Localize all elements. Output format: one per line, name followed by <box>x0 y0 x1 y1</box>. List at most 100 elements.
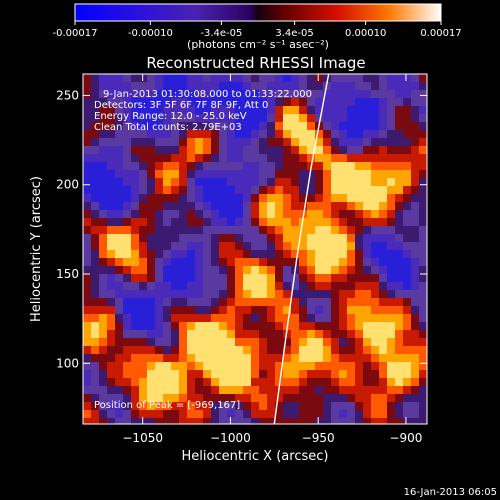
heatmap-cell <box>123 266 131 274</box>
heatmap-cell <box>363 418 371 424</box>
heatmap-cell <box>355 418 363 424</box>
heatmap-cell <box>347 82 355 90</box>
heatmap-cell <box>155 162 163 170</box>
heatmap-cell <box>211 74 219 82</box>
heatmap-cell <box>291 122 299 130</box>
heatmap-cell <box>131 322 139 330</box>
heatmap-cell <box>259 138 267 146</box>
heatmap-cell <box>139 162 147 170</box>
heatmap-cell <box>307 298 315 306</box>
heatmap-cell <box>395 362 403 370</box>
heatmap-cell <box>227 338 235 346</box>
heatmap-cell <box>99 298 107 306</box>
heatmap-cell <box>187 378 195 386</box>
heatmap-cell <box>227 234 235 242</box>
heatmap-cell <box>195 290 203 298</box>
heatmap-cell <box>323 354 331 362</box>
heatmap-cell <box>83 186 91 194</box>
heatmap-cell <box>171 146 179 154</box>
heatmap-cell <box>147 346 155 354</box>
heatmap-cell <box>195 234 203 242</box>
heatmap-cell <box>371 418 379 424</box>
heatmap-cell <box>315 306 323 314</box>
heatmap-cell <box>347 322 355 330</box>
heatmap-cell <box>123 378 131 386</box>
heatmap-cell <box>131 258 139 266</box>
heatmap-cell <box>291 258 299 266</box>
heatmap-cell <box>179 402 187 410</box>
heatmap-cell <box>275 242 283 250</box>
heatmap-cell <box>331 418 339 424</box>
heatmap-cell <box>243 386 251 394</box>
heatmap-cell <box>395 202 403 210</box>
heatmap-cell <box>371 266 379 274</box>
heatmap-cell <box>283 170 291 178</box>
heatmap-cell <box>363 386 371 394</box>
heatmap-cell <box>283 250 291 258</box>
heatmap-cell <box>107 90 115 98</box>
heatmap-cell <box>243 410 251 418</box>
heatmap-cell <box>115 314 123 322</box>
heatmap-cell <box>91 402 99 410</box>
heatmap-cell <box>395 82 403 90</box>
heatmap-cell <box>259 186 267 194</box>
heatmap-cell <box>227 370 235 378</box>
heatmap-cell <box>155 322 163 330</box>
heatmap-cell <box>251 242 259 250</box>
heatmap-cell <box>403 274 411 282</box>
heatmap-cell <box>219 362 227 370</box>
heatmap-cell <box>219 178 227 186</box>
heatmap-cell <box>227 226 235 234</box>
heatmap-cell <box>347 170 355 178</box>
heatmap-cell <box>235 114 243 122</box>
heatmap-cell <box>147 362 155 370</box>
heatmap-cell <box>403 322 411 330</box>
heatmap-cell <box>283 266 291 274</box>
heatmap-cell <box>179 418 187 424</box>
heatmap-cell <box>323 322 331 330</box>
heatmap-cell <box>139 218 147 226</box>
heatmap-cell <box>403 90 411 98</box>
heatmap-cell <box>99 330 107 338</box>
heatmap-cell <box>243 242 251 250</box>
heatmap-cell <box>339 242 347 250</box>
heatmap-cell <box>163 226 171 234</box>
heatmap-cell <box>283 346 291 354</box>
heatmap-cell <box>331 130 339 138</box>
heatmap-cell <box>107 146 115 154</box>
heatmap-cell <box>187 370 195 378</box>
heatmap-cell <box>179 314 187 322</box>
heatmap-cell <box>331 346 339 354</box>
heatmap-cell <box>323 178 331 186</box>
heatmap-cell <box>83 114 91 122</box>
x-axis-ticks: −1050 −1000 −950 −900 <box>122 74 422 445</box>
heatmap-cell <box>283 114 291 122</box>
heatmap-cell <box>163 354 171 362</box>
heatmap-cell <box>195 98 203 106</box>
heatmap-cell <box>147 186 155 194</box>
heatmap-cell <box>387 290 395 298</box>
heatmap-cell <box>163 306 171 314</box>
heatmap-cell <box>139 378 147 386</box>
heatmap-cell <box>139 290 147 298</box>
heatmap-cell <box>275 202 283 210</box>
heatmap-cell <box>83 362 91 370</box>
heatmap-cell <box>331 322 339 330</box>
heatmap-cell <box>131 418 139 424</box>
heatmap-cell <box>299 290 307 298</box>
heatmap-cell <box>163 402 171 410</box>
heatmap-cell <box>227 162 235 170</box>
heatmap-cell <box>195 258 203 266</box>
heatmap-cell <box>91 250 99 258</box>
heatmap-cell <box>243 330 251 338</box>
heatmap-cell <box>195 314 203 322</box>
heatmap-cell <box>227 362 235 370</box>
heatmap-cell <box>227 394 235 402</box>
heatmap-cell <box>395 114 403 122</box>
heatmap-cell <box>227 314 235 322</box>
heatmap-cell <box>331 306 339 314</box>
heatmap-cell <box>379 234 387 242</box>
heatmap-cell <box>195 146 203 154</box>
heatmap-cell <box>307 338 315 346</box>
heatmap-cell <box>259 146 267 154</box>
